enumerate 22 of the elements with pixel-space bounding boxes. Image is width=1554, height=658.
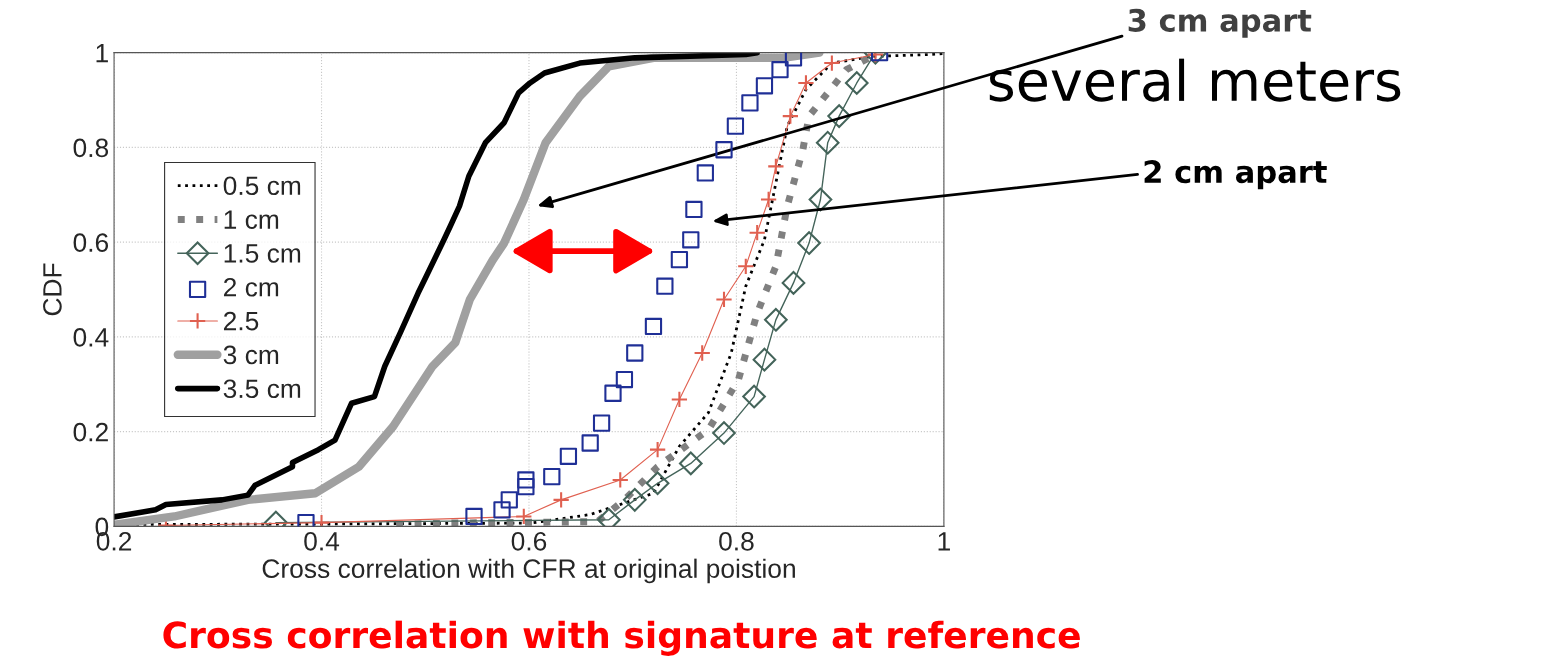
text: 3 cm apart <box>1128 8 1312 38</box>
y-tick-label: 1 <box>96 44 108 63</box>
legend-label: 1 cm <box>224 210 279 229</box>
legend-label: 1.5 cm <box>224 244 301 263</box>
text: 2 cm apart <box>1144 160 1327 190</box>
y-axis-title: CDF <box>43 263 62 316</box>
x-tick-label: 1 <box>938 532 950 551</box>
legend-label: 2 cm <box>223 277 279 297</box>
y-tick-label: 0.6 <box>73 233 109 252</box>
y-tick-label: 0.8 <box>73 138 109 158</box>
x-axis-title: Cross correlation with CFR at original poistion <box>262 558 795 584</box>
y-tick-label: 0.4 <box>73 328 109 347</box>
text: several meters <box>989 58 1401 102</box>
legend-label: 2.5 <box>223 311 259 331</box>
x-tick-label: 0.4 <box>304 531 340 551</box>
legend-label: 3 cm <box>223 345 279 365</box>
legend-label: 0.5 cm <box>223 176 301 196</box>
x-tick-label: 0.8 <box>719 531 754 551</box>
x-tick-label: 0.6 <box>511 531 547 551</box>
text: Cross correlation with signature at reference <box>163 620 1080 656</box>
legend-label: 3.5 cm <box>223 379 301 399</box>
y-tick-label: 0.2 <box>73 422 108 442</box>
